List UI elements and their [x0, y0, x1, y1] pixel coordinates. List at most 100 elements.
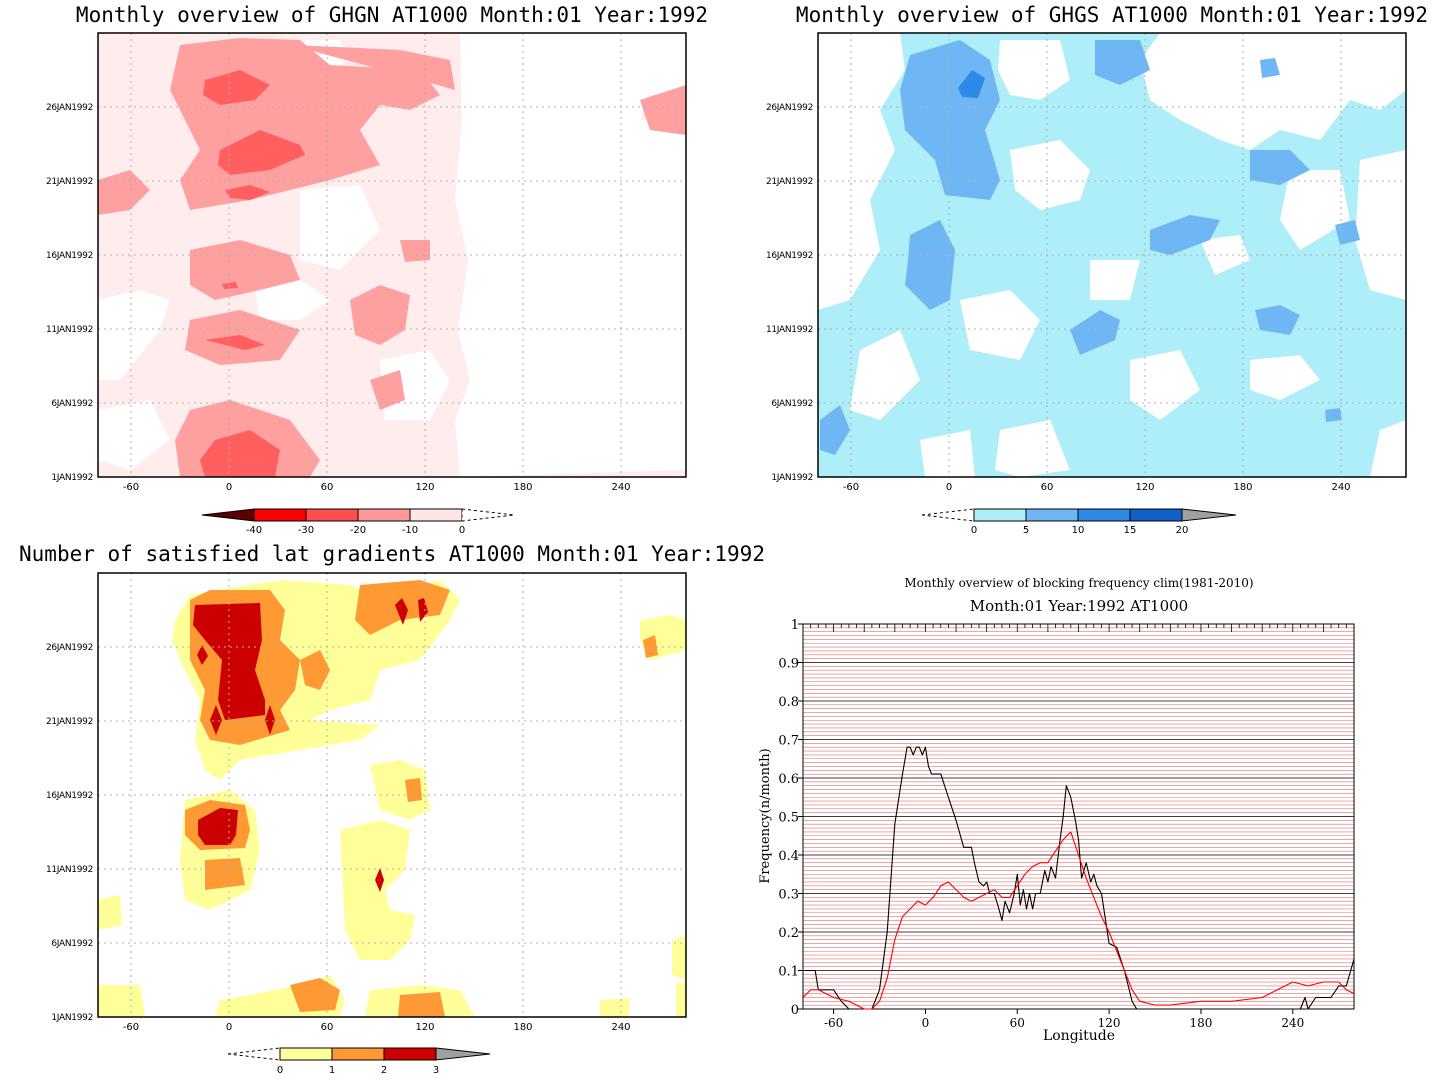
y-tick-label: 26JAN1992	[766, 103, 813, 113]
colorbar-label: 20	[1176, 525, 1189, 536]
x-tick-label: -60	[123, 1022, 139, 1033]
colorbar-label: 15	[1124, 525, 1137, 536]
panel-ghgn-colorbar: -40 -30 -20 -10 0	[201, 508, 515, 536]
colorbar-swatch	[1129, 508, 1183, 522]
y-tick-label: 0.9	[778, 657, 799, 672]
x-tick-label: 120	[1098, 1016, 1121, 1030]
y-tick-label: 11JAN1992	[46, 865, 93, 875]
y-tick-label: 1JAN1992	[51, 473, 93, 483]
panel-latgrad-colorbar: 0 1 2 3	[227, 1047, 491, 1076]
x-tick-label: 120	[415, 1022, 434, 1033]
x-tick-label: 240	[611, 482, 630, 493]
chart-title: Monthly overview of blocking frequency c…	[904, 576, 1253, 590]
panel-blocking: Monthly overview of blocking frequency c…	[758, 576, 1355, 1044]
colorbar-label: -40	[246, 525, 262, 536]
colorbar-label: 0	[971, 525, 977, 536]
panel-latgrad-title: Number of satisfied lat gradients AT1000…	[19, 542, 765, 566]
colorbar-swatch	[973, 508, 1027, 522]
x-tick-label: 180	[513, 1022, 532, 1033]
y-tick-label: 26JAN1992	[46, 643, 93, 653]
y-tick-label: 0.6	[778, 772, 799, 787]
x-tick-label: 0	[946, 482, 952, 493]
series-line-red	[802, 831, 1355, 1010]
y-tick-label: 26JAN1992	[46, 103, 93, 113]
y-tick-label: 16JAN1992	[46, 791, 93, 801]
chart-x-ticks: -60 0 60 120 180 240	[824, 1009, 1304, 1030]
y-tick-label: 0.8	[778, 695, 799, 710]
colorbar-swatch	[279, 1047, 333, 1061]
x-tick-label: -60	[843, 482, 859, 493]
colorbar-swatch	[435, 1047, 491, 1061]
x-tick-label: 0	[226, 482, 232, 493]
colorbar-swatch	[1025, 508, 1079, 522]
chart-series	[802, 746, 1355, 1010]
y-tick-label: 21JAN1992	[46, 177, 93, 187]
x-tick-label: 0	[226, 1022, 232, 1033]
chart-subtitle: Month:01 Year:1992 AT1000	[970, 597, 1188, 615]
colorbar-swatch	[201, 508, 255, 522]
panel-ghgn: Monthly overview of GHGN AT1000 Month:01…	[46, 3, 708, 536]
chart-x-axis-label: Longitude	[1043, 1028, 1115, 1044]
colorbar-swatch	[383, 1047, 437, 1061]
colorbar-underflow	[921, 508, 975, 522]
y-tick-label: 1JAN1992	[771, 473, 813, 483]
y-tick-label: 11JAN1992	[46, 325, 93, 335]
panel-ghgs-colorbar: 0 5 10 15 20	[921, 508, 1237, 536]
x-tick-label: 240	[1281, 1016, 1304, 1030]
panel-ghgs: Monthly overview of GHGS AT1000 Month:01…	[766, 3, 1428, 536]
y-tick-label: 0.4	[778, 849, 799, 864]
x-tick-label: 180	[513, 482, 532, 493]
colorbar-label: 5	[1023, 525, 1029, 536]
panel-ghgn-yticks: 1JAN1992 6JAN1992 11JAN1992 16JAN1992 21…	[46, 103, 93, 483]
panel-latgrad-xticks: -60 0 60 120 180 240	[123, 1022, 631, 1033]
x-tick-label: 120	[415, 482, 434, 493]
chart-y-axis-label: Frequency(n/month)	[758, 748, 773, 883]
colorbar-label: 3	[433, 1065, 439, 1076]
chart-major-grid	[803, 662, 1354, 971]
colorbar-overflow	[461, 508, 515, 522]
y-tick-label: 1	[791, 618, 799, 633]
y-tick-label: 6JAN1992	[51, 939, 93, 949]
x-tick-label: 180	[1233, 482, 1252, 493]
panel-ghgs-xticks: -60 0 60 120 180 240	[843, 482, 1351, 493]
chart-y-ticks: 0 0.1 0.2 0.3 0.4 0.5 0.6 0.7 0.8 0.9 1	[778, 618, 803, 1018]
x-tick-label: 240	[1331, 482, 1350, 493]
y-tick-label: 0.3	[778, 888, 799, 903]
y-tick-label: 0	[791, 1003, 799, 1018]
panel-latgrad: Number of satisfied lat gradients AT1000…	[19, 542, 765, 1076]
y-tick-label: 0.5	[778, 811, 799, 826]
x-tick-label: 180	[1189, 1016, 1212, 1030]
panel-ghgn-grid	[98, 33, 686, 477]
colorbar-swatch	[357, 508, 411, 522]
x-tick-label: -60	[824, 1016, 843, 1030]
colorbar-swatch	[1181, 508, 1237, 522]
colorbar-swatch	[305, 508, 359, 522]
y-tick-label: 0.7	[778, 734, 799, 749]
x-tick-label: 0	[922, 1016, 930, 1030]
colorbar-label: -30	[298, 525, 314, 536]
y-tick-label: 0.2	[778, 926, 799, 941]
colorbar-label: 1	[329, 1065, 335, 1076]
panel-ghgn-xticks: -60 0 60 120 180 240	[123, 482, 631, 493]
y-tick-label: 16JAN1992	[46, 251, 93, 261]
y-tick-label: 1JAN1992	[51, 1013, 93, 1023]
y-tick-label: 11JAN1992	[766, 325, 813, 335]
y-tick-label: 21JAN1992	[766, 177, 813, 187]
panel-ghgs-title: Monthly overview of GHGS AT1000 Month:01…	[796, 3, 1428, 27]
panel-ghgs-grid	[818, 33, 1406, 477]
panel-latgrad-frame	[97, 572, 687, 1018]
x-tick-label: 240	[611, 1022, 630, 1033]
chart-top-ticks	[802, 624, 1355, 632]
y-tick-label: 21JAN1992	[46, 717, 93, 727]
y-tick-label: 0.1	[778, 965, 799, 980]
panel-ghgn-title: Monthly overview of GHGN AT1000 Month:01…	[76, 3, 708, 27]
panel-ghgn-frame	[97, 32, 687, 478]
colorbar-label: -10	[402, 525, 418, 536]
colorbar-label: 0	[277, 1065, 283, 1076]
x-tick-label: 60	[321, 482, 334, 493]
panel-ghgs-frame	[817, 32, 1407, 478]
colorbar-label: 10	[1072, 525, 1085, 536]
y-tick-label: 16JAN1992	[766, 251, 813, 261]
colorbar-swatch	[253, 508, 307, 522]
